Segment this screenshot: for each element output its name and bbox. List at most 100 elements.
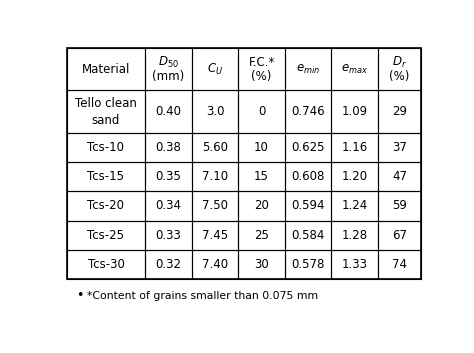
Bar [146,221,192,250]
Bar [285,90,331,133]
Text: 37: 37 [392,141,407,154]
Text: 5.60: 5.60 [202,141,228,154]
Text: Tello clean
sand: Tello clean sand [75,96,137,126]
Bar [66,250,146,279]
Bar [238,48,285,90]
Text: 7.50: 7.50 [202,199,228,213]
Text: Material: Material [82,63,130,76]
Bar [331,133,378,162]
Bar [238,221,285,250]
Bar [66,48,421,279]
Bar [285,133,331,162]
Bar [378,250,421,279]
Text: (%): (%) [251,71,272,84]
Bar [331,250,378,279]
Bar [192,48,238,90]
Bar [285,250,331,279]
Bar [146,250,192,279]
Text: 3.0: 3.0 [206,105,224,118]
Text: *Content of grains smaller than 0.075 mm: *Content of grains smaller than 0.075 mm [87,291,318,301]
Bar [238,162,285,191]
Bar [66,133,146,162]
Text: 0.35: 0.35 [155,170,182,183]
Text: 7.10: 7.10 [202,170,228,183]
Text: Tcs-30: Tcs-30 [88,258,124,271]
Text: 0.746: 0.746 [291,105,325,118]
Text: 25: 25 [254,229,269,242]
Text: 0.40: 0.40 [155,105,182,118]
Bar [192,221,238,250]
Text: 0: 0 [258,105,265,118]
Text: Tcs-20: Tcs-20 [88,199,125,213]
Bar [331,191,378,221]
Text: 1.20: 1.20 [341,170,367,183]
Bar [192,250,238,279]
Text: Tcs-10: Tcs-10 [88,141,125,154]
Bar [331,221,378,250]
Bar [378,191,421,221]
Text: Tcs-15: Tcs-15 [88,170,125,183]
Bar [285,191,331,221]
Bar [331,90,378,133]
Text: $D_{50}$: $D_{50}$ [158,55,179,70]
Bar [238,133,285,162]
Text: 0.33: 0.33 [155,229,182,242]
Bar [66,162,146,191]
Bar [146,191,192,221]
Bar [146,90,192,133]
Text: 20: 20 [254,199,269,213]
Text: 0.625: 0.625 [292,141,325,154]
Text: 74: 74 [392,258,407,271]
Text: $e_{min}$: $e_{min}$ [296,63,320,76]
Bar [192,133,238,162]
Text: 0.38: 0.38 [155,141,182,154]
Bar [285,48,331,90]
Text: 0.608: 0.608 [292,170,325,183]
Text: 30: 30 [254,258,269,271]
Bar [285,221,331,250]
Text: 0.34: 0.34 [155,199,182,213]
Text: 47: 47 [392,170,407,183]
Text: •: • [76,289,83,302]
Bar [378,90,421,133]
Text: (mm): (mm) [153,71,185,84]
Text: (%): (%) [389,71,410,84]
Bar [66,90,146,133]
Bar [192,191,238,221]
Text: 0.584: 0.584 [292,229,325,242]
Text: 7.45: 7.45 [202,229,228,242]
Text: 1.33: 1.33 [342,258,367,271]
Text: $C_U$: $C_U$ [207,62,223,77]
Bar [192,162,238,191]
Bar [285,162,331,191]
Text: F.C.*: F.C.* [248,56,275,69]
Bar [378,133,421,162]
Text: 0.578: 0.578 [292,258,325,271]
Text: 1.28: 1.28 [341,229,367,242]
Text: 59: 59 [392,199,407,213]
Text: 0.594: 0.594 [292,199,325,213]
Bar [378,48,421,90]
Text: 29: 29 [392,105,407,118]
Text: $D_r$: $D_r$ [392,55,407,70]
Bar [146,162,192,191]
Text: Tcs-25: Tcs-25 [88,229,125,242]
Text: 1.24: 1.24 [341,199,368,213]
Bar [66,48,146,90]
Bar [238,250,285,279]
Bar [331,162,378,191]
Text: 0.32: 0.32 [155,258,182,271]
Text: 1.09: 1.09 [341,105,367,118]
Bar [378,162,421,191]
Bar [146,48,192,90]
Bar [238,191,285,221]
Text: 15: 15 [254,170,269,183]
Bar [192,90,238,133]
Text: 1.16: 1.16 [341,141,368,154]
Text: 67: 67 [392,229,407,242]
Bar [66,191,146,221]
Bar [146,133,192,162]
Bar [238,90,285,133]
Text: 10: 10 [254,141,269,154]
Text: 7.40: 7.40 [202,258,228,271]
